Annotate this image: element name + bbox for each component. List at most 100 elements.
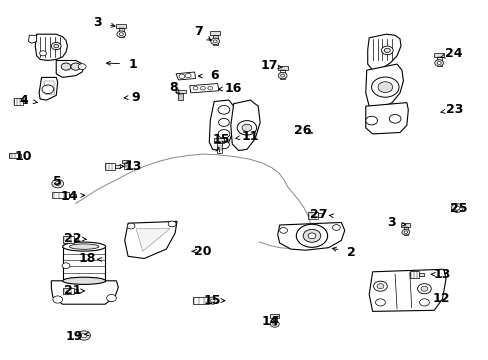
Circle shape (272, 323, 276, 325)
Circle shape (401, 229, 409, 235)
Polygon shape (209, 299, 216, 302)
Circle shape (62, 263, 70, 269)
Text: 14: 14 (61, 190, 78, 203)
Circle shape (376, 284, 383, 289)
Ellipse shape (69, 244, 99, 249)
Text: 15: 15 (203, 294, 221, 307)
Polygon shape (209, 100, 233, 150)
Text: 3: 3 (386, 216, 395, 229)
Text: 13: 13 (433, 268, 450, 281)
Circle shape (40, 51, 46, 56)
Polygon shape (122, 160, 130, 163)
Polygon shape (272, 318, 276, 325)
Text: 2: 2 (346, 246, 355, 258)
Polygon shape (35, 34, 67, 60)
Circle shape (373, 281, 386, 291)
Text: 7: 7 (193, 25, 202, 38)
Polygon shape (44, 81, 55, 94)
Text: 24: 24 (444, 47, 462, 60)
Polygon shape (104, 163, 115, 170)
Circle shape (218, 105, 229, 114)
Circle shape (71, 63, 81, 70)
Polygon shape (52, 192, 69, 198)
Circle shape (381, 46, 392, 55)
Circle shape (371, 77, 398, 97)
Circle shape (434, 60, 443, 66)
Circle shape (117, 31, 125, 37)
Polygon shape (277, 222, 344, 250)
Polygon shape (63, 288, 73, 294)
Circle shape (55, 182, 60, 185)
Circle shape (218, 130, 229, 138)
Text: 14: 14 (261, 315, 278, 328)
Polygon shape (307, 212, 318, 219)
Text: 8: 8 (169, 81, 178, 94)
Polygon shape (56, 60, 84, 77)
Text: 18: 18 (78, 252, 96, 265)
Polygon shape (115, 165, 119, 168)
Polygon shape (216, 143, 221, 153)
Circle shape (242, 124, 251, 131)
Ellipse shape (62, 242, 105, 251)
Circle shape (377, 82, 392, 93)
Polygon shape (189, 84, 219, 93)
Circle shape (307, 233, 315, 239)
Circle shape (193, 86, 198, 90)
Text: 21: 21 (63, 284, 81, 297)
Circle shape (279, 228, 287, 233)
Text: 23: 23 (445, 103, 463, 116)
Circle shape (296, 224, 327, 247)
Circle shape (179, 74, 184, 78)
Polygon shape (14, 98, 23, 105)
Circle shape (454, 206, 459, 210)
Circle shape (417, 284, 430, 294)
Polygon shape (124, 163, 128, 169)
Polygon shape (212, 35, 217, 45)
Polygon shape (365, 64, 403, 108)
Polygon shape (73, 238, 78, 241)
Text: 15: 15 (212, 133, 229, 146)
Text: 26: 26 (293, 124, 310, 137)
Circle shape (403, 231, 407, 234)
Text: 9: 9 (131, 91, 140, 104)
Circle shape (303, 229, 320, 242)
Text: 5: 5 (53, 175, 62, 188)
Circle shape (78, 64, 86, 69)
Polygon shape (23, 100, 27, 103)
Circle shape (53, 296, 62, 303)
Polygon shape (176, 72, 195, 80)
Ellipse shape (62, 277, 105, 284)
Polygon shape (280, 70, 285, 79)
Polygon shape (176, 90, 185, 93)
Circle shape (384, 48, 389, 53)
Circle shape (207, 86, 212, 90)
Circle shape (78, 331, 90, 340)
Polygon shape (433, 53, 443, 57)
Text: 27: 27 (309, 208, 327, 221)
Circle shape (119, 33, 123, 36)
Text: 6: 6 (209, 69, 218, 82)
Circle shape (436, 62, 440, 64)
Circle shape (450, 204, 462, 212)
Text: 13: 13 (124, 160, 142, 173)
Polygon shape (419, 273, 423, 276)
Circle shape (419, 299, 428, 306)
Circle shape (106, 294, 116, 302)
Polygon shape (230, 100, 260, 150)
Circle shape (237, 121, 256, 135)
Polygon shape (210, 31, 220, 35)
Circle shape (185, 73, 191, 78)
Text: 11: 11 (241, 130, 259, 143)
Text: 3: 3 (93, 16, 102, 29)
Circle shape (213, 40, 217, 43)
Circle shape (278, 72, 286, 79)
Circle shape (218, 118, 229, 126)
Polygon shape (367, 34, 400, 70)
Polygon shape (270, 315, 279, 318)
Circle shape (168, 221, 176, 227)
Text: 12: 12 (431, 292, 449, 305)
Polygon shape (136, 229, 170, 251)
Polygon shape (9, 153, 18, 158)
Text: 10: 10 (15, 150, 32, 163)
Circle shape (200, 86, 205, 90)
